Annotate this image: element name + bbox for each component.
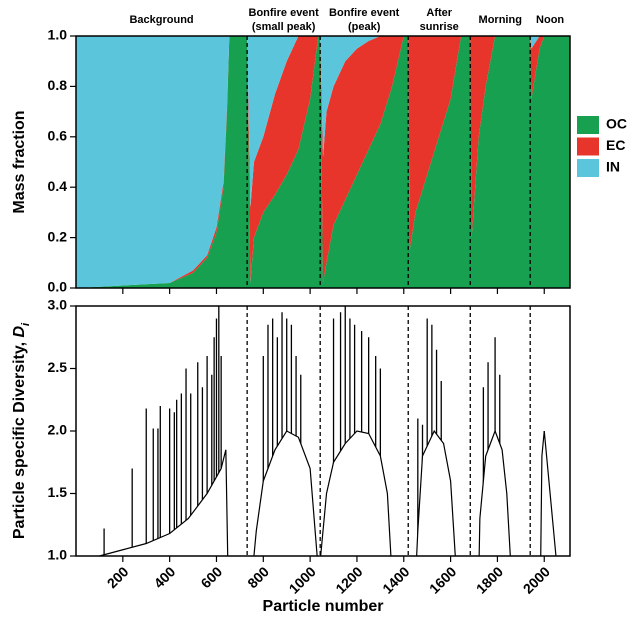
y-axis-label: Mass fraction [11, 110, 28, 213]
y-tick-label: 2.0 [48, 422, 68, 438]
x-tick-label: 1600 [426, 563, 459, 596]
phase-label: After [426, 7, 452, 19]
y-tick-label: 0.6 [48, 128, 68, 144]
y-tick-label: 0.4 [48, 178, 68, 194]
y-axis-label-part: Particle specific Diversity, [11, 338, 28, 540]
x-axis-label: Particle number [263, 598, 384, 615]
legend-swatch [577, 116, 599, 134]
area-ec [76, 36, 570, 288]
legend-swatch [577, 159, 599, 177]
y-tick-label: 0.0 [48, 279, 68, 295]
y-tick-label: 2.5 [48, 359, 68, 375]
phase-label: (small peak) [252, 21, 316, 33]
x-tick-label: 600 [197, 563, 225, 591]
x-tick-label: 200 [104, 563, 132, 591]
plot-frame [75, 35, 571, 289]
phase-label: (peak) [348, 21, 381, 33]
y-tick-label: 0.8 [48, 77, 68, 93]
phase-label: Morning [479, 14, 522, 26]
legend-swatch [577, 137, 599, 156]
area-oc [76, 36, 570, 288]
phase-label: Bonfire event [249, 7, 320, 19]
x-tick-label: 1200 [332, 563, 365, 596]
y-tick-label: 1.0 [48, 27, 68, 43]
phase-label: Bonfire event [329, 7, 400, 19]
y-tick-label: 1.5 [48, 484, 68, 500]
x-tick-label: 1800 [473, 563, 506, 596]
x-tick-label: 2000 [520, 563, 553, 596]
x-tick-label: 400 [151, 563, 179, 591]
y-tick-label: 1.0 [48, 547, 68, 563]
phase-label: Background [129, 14, 193, 26]
x-tick-label: 1000 [286, 563, 319, 596]
x-tick-label: 800 [244, 563, 272, 591]
y-axis-label-part: D [11, 326, 28, 338]
y-axis-label-part: i [20, 322, 32, 326]
y-tick-label: 3.0 [48, 297, 68, 313]
x-tick-label: 1400 [379, 563, 412, 596]
y-tick-label: 0.2 [48, 228, 68, 244]
area-fill [99, 431, 556, 556]
legend-label: EC [606, 137, 625, 153]
line [99, 429, 557, 557]
phase-label: sunrise [420, 21, 459, 33]
legend-label: OC [606, 116, 627, 132]
legend-label: IN [606, 159, 620, 175]
phase-label: Noon [536, 14, 564, 26]
y-axis-label: Particle specific Diversity, Di [11, 322, 32, 539]
area-in [76, 36, 570, 288]
